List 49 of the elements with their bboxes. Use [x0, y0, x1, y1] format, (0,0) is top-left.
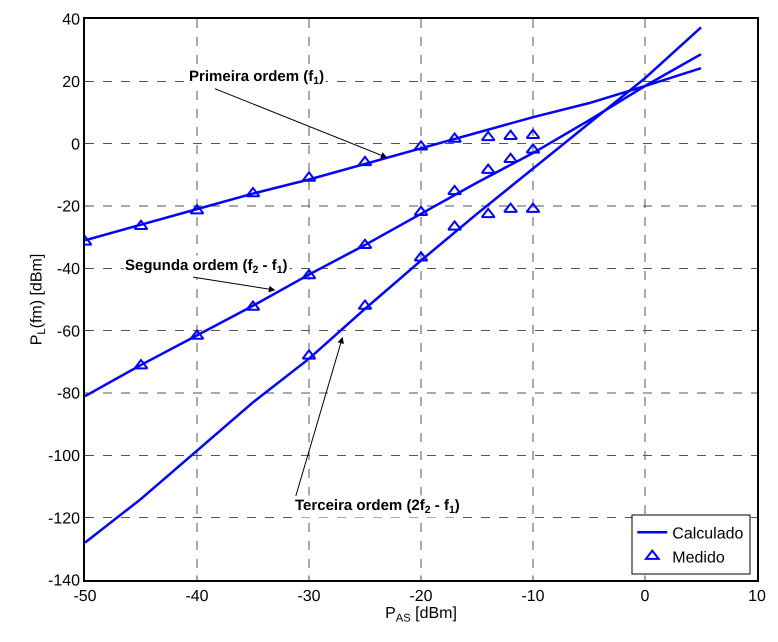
point [246, 300, 260, 311]
y-tick-label: -100 [48, 448, 80, 465]
point [503, 130, 518, 140]
point [134, 359, 148, 370]
point [503, 152, 518, 163]
point [414, 140, 428, 151]
point [358, 300, 372, 310]
point [302, 349, 316, 360]
x-axis-title: P$_{AS}$ [dBm] [385, 604, 457, 624]
point [358, 156, 372, 166]
point [190, 329, 204, 340]
point [302, 171, 316, 182]
point [503, 202, 518, 213]
x-tick-label: 0 [640, 588, 650, 605]
point [526, 202, 540, 213]
y-tick-label: -80 [56, 386, 80, 403]
y-tick-label: -40 [56, 260, 80, 278]
point [302, 269, 316, 280]
annotation: Terceira ordem (2f$_{2}$ - f$_{1}$) [295, 497, 460, 516]
point [480, 208, 496, 218]
legend-label: Medido [672, 549, 725, 566]
point [358, 238, 372, 250]
x-tick-label: -10 [521, 588, 545, 605]
x-tick-label: -40 [185, 588, 209, 605]
x-tick-label: -20 [409, 588, 433, 605]
x-tick-label: 10 [748, 588, 766, 605]
annotation: Primeira ordem (f$_{1}$) [189, 68, 324, 88]
point [246, 187, 260, 198]
y-tick-label: -120 [48, 510, 80, 528]
annotation: Segunda ordem (f$_{2}$ - f$_{1}$) [125, 257, 288, 276]
y-tick-label: 0 [71, 136, 80, 154]
point [414, 206, 428, 216]
x-tick-label: -50 [73, 588, 97, 605]
point [414, 251, 428, 262]
y-tick-label: -140 [48, 572, 80, 590]
point [134, 220, 148, 230]
point [447, 220, 462, 231]
legend-label: Calculado [672, 526, 744, 543]
y-tick-label: 40 [62, 12, 80, 29]
x-tick-label: -30 [297, 588, 321, 605]
y-tick-label: -20 [56, 198, 80, 216]
point [480, 130, 496, 142]
point [190, 204, 204, 214]
y-tick-label: -60 [56, 323, 80, 340]
point [526, 128, 540, 139]
point [447, 132, 462, 143]
point [526, 143, 540, 154]
point [447, 184, 462, 196]
y-tick-label: 20 [62, 74, 80, 91]
